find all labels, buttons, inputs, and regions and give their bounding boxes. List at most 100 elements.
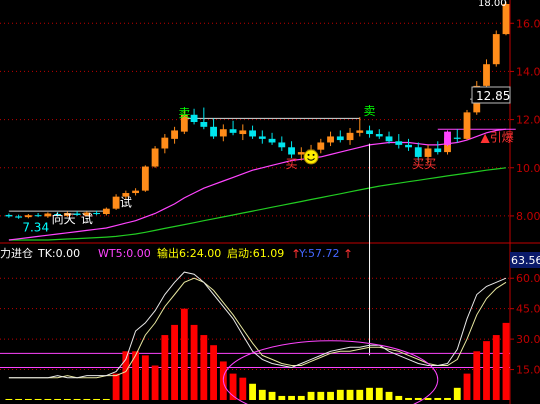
indicator-bar <box>405 397 412 400</box>
indicator-bar <box>366 387 373 400</box>
indicator-lines <box>8 271 507 404</box>
candle-body <box>385 136 393 142</box>
price-axis-ticks: 16.00 14.00 12.00 10.00 8.00 <box>510 17 540 223</box>
indicator-bar <box>122 351 130 400</box>
candle-body <box>15 216 23 218</box>
candle-body <box>151 148 159 167</box>
candle-body <box>249 130 256 137</box>
candle-body <box>24 215 32 218</box>
candle-body <box>122 193 130 197</box>
candle-body <box>171 130 178 139</box>
indicator-bar <box>424 397 432 400</box>
smiley-icon-eye <box>312 153 315 156</box>
current-price-box <box>471 86 511 104</box>
candle-body <box>453 137 461 139</box>
start-value: 启动:61.09 <box>227 247 284 260</box>
candle-body <box>444 131 451 145</box>
indicator-tick-label: 60.0 <box>516 272 540 285</box>
signal-annotation: 7.34 <box>22 221 49 235</box>
candle-body <box>414 147 422 157</box>
candle-body <box>278 142 286 148</box>
candle-body <box>239 130 247 135</box>
indicator-bar <box>190 324 198 400</box>
indicator-bar <box>434 397 442 400</box>
indicator-bar <box>375 387 383 400</box>
candle-body <box>102 208 110 214</box>
indicator-bar <box>132 351 140 400</box>
candle-body <box>258 136 266 139</box>
top-price-label: 18.00 <box>478 0 507 9</box>
candle-body <box>375 134 383 137</box>
wt5-value: WT5:0.00 <box>98 247 151 260</box>
indicator-bar <box>63 398 71 400</box>
up-arrow-icon: ↑ <box>291 247 301 261</box>
indicator-bar <box>297 395 305 400</box>
indicator-bar <box>249 383 256 400</box>
candle-body <box>112 196 120 209</box>
candle-body <box>502 4 510 35</box>
y-value: Y:57.72 <box>298 247 339 260</box>
smiley-icon-mouth <box>307 158 315 161</box>
indicator-bar <box>483 341 490 400</box>
ma-short-line <box>8 128 507 241</box>
candle-body <box>44 213 52 217</box>
up-arrow-icon: ↑ <box>343 247 353 261</box>
indicator-bar <box>239 377 247 400</box>
indicator-bar <box>502 322 510 400</box>
candle-body <box>395 141 403 145</box>
indicator-bar <box>200 335 208 400</box>
price-tick-label: 8.00 <box>516 210 540 223</box>
signal-annotation: 试 <box>81 211 93 226</box>
candle-body <box>54 213 62 216</box>
candle-body <box>210 126 217 137</box>
indicator-current-label: 63.56 <box>511 254 540 267</box>
candle-body <box>463 112 471 139</box>
indicator-bar <box>278 395 286 400</box>
indicator-bar <box>180 308 188 400</box>
candle-body <box>5 214 13 217</box>
smiley-icon <box>303 149 319 165</box>
indicator-axis-ticks: 60.0 45.0 30.0 15.0 <box>510 272 540 377</box>
candle-body <box>288 147 295 155</box>
candle-body <box>346 132 354 141</box>
indicator-bar <box>453 387 461 400</box>
candle-body <box>336 136 344 141</box>
indicator-bar <box>327 391 334 400</box>
indicator-bar <box>356 389 364 400</box>
indicator-bar <box>258 389 266 400</box>
candle-body <box>180 114 188 132</box>
indicator-bar <box>141 355 149 400</box>
indicator-bar <box>317 391 325 400</box>
indicator-bar <box>15 398 23 400</box>
indicator-bar <box>171 324 178 400</box>
indicator-bar <box>93 398 101 400</box>
candle-body <box>190 114 198 122</box>
indicator-bar <box>444 397 451 400</box>
candle-body <box>366 130 373 135</box>
indicator-bar <box>463 373 471 400</box>
indicator-bar <box>102 398 110 400</box>
candle-body <box>161 137 169 149</box>
candle-body <box>83 212 91 216</box>
indicator-bar <box>414 397 422 400</box>
indicator-grid <box>0 277 510 371</box>
smiley-icon-eye <box>307 153 310 156</box>
indicator-bar <box>288 395 295 400</box>
moving-averages <box>8 128 507 241</box>
output-value: 输出6:24.00 <box>157 246 221 260</box>
indicator-bar <box>151 365 159 400</box>
candle-body <box>229 129 237 133</box>
indicator-bar <box>34 398 42 400</box>
candle-body <box>268 138 276 143</box>
indicator-bar <box>44 398 52 400</box>
price-grid <box>0 22 516 217</box>
indicator-bar <box>112 373 120 400</box>
price-tick-label: 10.00 <box>516 162 540 175</box>
candle-body <box>73 213 81 215</box>
signal-annotation: 买 <box>286 157 298 171</box>
price-tick-label: 12.00 <box>516 114 540 127</box>
indicator-tick-label: 30.0 <box>516 333 540 346</box>
indicator-bar <box>395 395 403 400</box>
